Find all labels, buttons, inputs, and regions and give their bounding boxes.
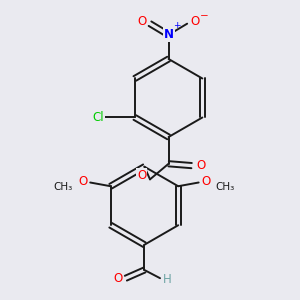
Text: O: O (78, 175, 87, 188)
Text: +: + (173, 21, 181, 30)
Text: O: O (202, 175, 211, 188)
Text: O: O (190, 15, 199, 28)
Text: O: O (196, 159, 206, 172)
Text: N: N (164, 28, 174, 41)
Text: O: O (113, 272, 122, 285)
Text: CH₃: CH₃ (216, 182, 235, 192)
Text: O: O (137, 169, 146, 182)
Text: O: O (137, 15, 146, 28)
Text: −: − (200, 11, 208, 20)
Text: CH₃: CH₃ (54, 182, 73, 192)
Text: H: H (163, 273, 172, 286)
Text: Cl: Cl (93, 111, 104, 124)
